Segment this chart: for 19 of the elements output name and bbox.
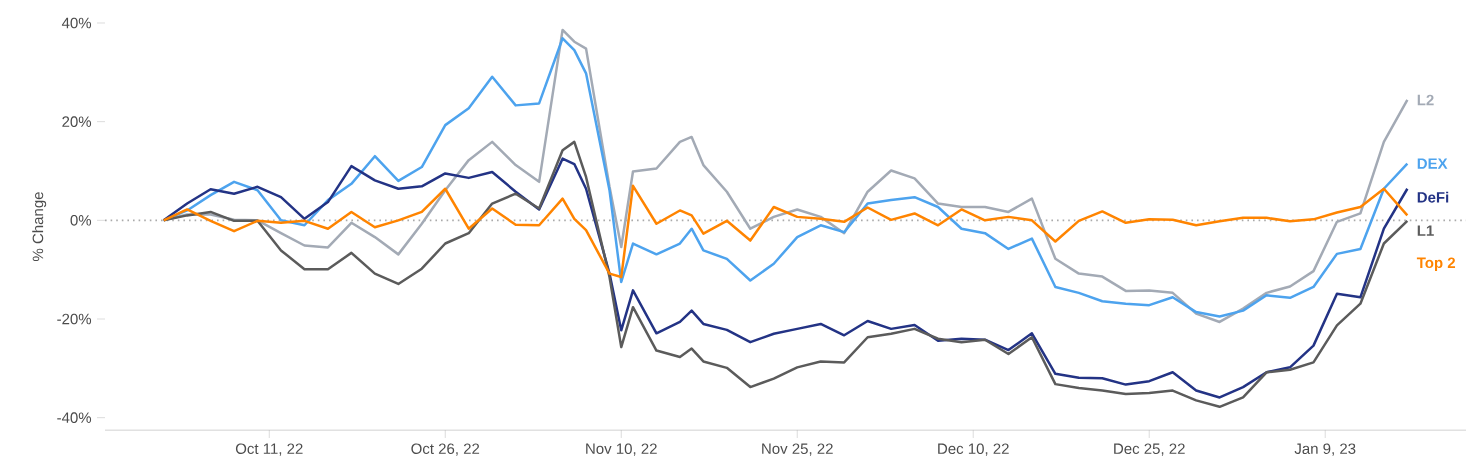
series-label: L2 <box>1417 94 1434 106</box>
y-tick-label: -40% <box>57 412 92 423</box>
text: Top 2 <box>1416 257 1456 272</box>
y-axis-title: % Change <box>32 192 47 261</box>
x-tick-label: Oct 11, 22 <box>235 443 303 456</box>
x-tick-label: Dec 25, 22 <box>1114 443 1185 456</box>
x-tick-label: Nov 10, 22 <box>586 443 657 456</box>
y-tick-label: 20% <box>62 116 92 127</box>
series-label: L1 <box>1417 225 1434 236</box>
line-series <box>162 184 1409 279</box>
x-tick-label: Oct 26, 22 <box>411 443 480 456</box>
x-tick-label: Nov 25, 22 <box>762 443 833 456</box>
series-label: DEX <box>1417 158 1448 169</box>
x-tick-label: Dec 10, 22 <box>938 443 1009 456</box>
x-tick-label: Jan 9, 23 <box>1294 443 1356 456</box>
y-tick-label: 40% <box>61 17 92 29</box>
series-label: DeFi <box>1417 191 1449 203</box>
y-tick-label: 0% <box>70 215 92 226</box>
y-tick-label: -20% <box>57 313 92 325</box>
